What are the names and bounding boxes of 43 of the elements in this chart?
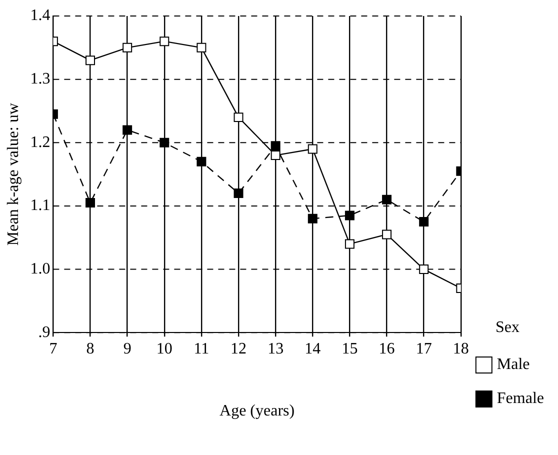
- point: [382, 194, 392, 204]
- x-tick-label: 14: [304, 340, 321, 358]
- point: [419, 217, 429, 227]
- x-tick-label: 8: [86, 340, 94, 358]
- x-axis-title: Age (years): [220, 402, 295, 420]
- x-tick-label: 17: [416, 340, 432, 358]
- legend-title: Sex: [495, 319, 520, 336]
- point: [382, 230, 392, 240]
- x-tick-label: 13: [268, 340, 284, 358]
- point: [86, 198, 96, 208]
- point: [270, 141, 280, 151]
- point: [419, 264, 429, 274]
- x-tick-label: 10: [156, 340, 172, 358]
- point: [160, 36, 170, 46]
- y-tick-label: 1.0: [30, 260, 50, 278]
- x-tick-label: 7: [49, 340, 58, 358]
- y-tick-label: 1.3: [30, 70, 50, 88]
- x-tick-label: 16: [378, 340, 395, 358]
- point: [270, 150, 280, 160]
- point: [196, 156, 206, 166]
- y-tick-label: 1.2: [30, 134, 50, 151]
- point: [308, 214, 318, 224]
- x-tick-label: 11: [194, 340, 210, 358]
- legend-label: Male: [496, 356, 530, 374]
- legend-label: Female: [496, 390, 544, 408]
- point: [234, 188, 244, 198]
- y-axis-title: Mean k-age value: uw: [4, 102, 22, 246]
- y-tick-label: .9: [38, 324, 50, 341]
- x-tick-label: 18: [452, 340, 469, 358]
- point: [234, 112, 244, 122]
- point: [122, 125, 132, 135]
- y-tick-label: 1.1: [30, 197, 50, 214]
- x-tick-label: 15: [342, 340, 358, 358]
- x-tick-label: 9: [123, 340, 132, 358]
- point: [344, 210, 354, 220]
- point: [122, 42, 132, 52]
- y-tick-label: 1.4: [30, 7, 50, 24]
- point: [160, 138, 170, 148]
- point: [344, 239, 354, 249]
- point: [308, 144, 318, 154]
- point: [196, 42, 206, 52]
- point: [86, 56, 96, 66]
- x-tick-label: 12: [230, 340, 247, 358]
